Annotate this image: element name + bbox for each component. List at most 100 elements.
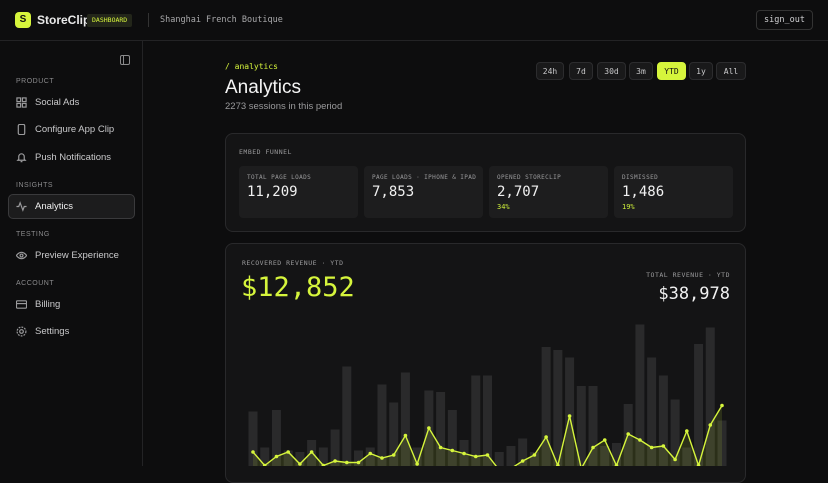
bar	[400, 372, 410, 466]
line-point	[591, 445, 595, 450]
sign-out-button[interactable]: sign_out	[756, 10, 813, 30]
line-point	[626, 432, 630, 436]
recovered-label: RECOVERED REVENUE · YTD	[242, 259, 344, 267]
bar	[260, 447, 270, 466]
line-point	[649, 445, 654, 450]
line-point	[602, 438, 607, 442]
active-nav-bg	[8, 194, 135, 219]
range-button-active[interactable]: YTD	[657, 62, 686, 80]
bar	[295, 452, 305, 466]
line-point	[450, 448, 455, 453]
funnel-tile: TOTAL PAGE LOADS 11,209	[239, 166, 358, 218]
bar	[576, 386, 586, 466]
line-point	[415, 462, 419, 466]
range-button[interactable]: All	[716, 62, 746, 80]
tile-value: 1,486	[622, 184, 665, 200]
collapse-icon[interactable]	[120, 55, 130, 65]
line-point	[345, 460, 349, 465]
nav-item[interactable]: Billing	[16, 299, 60, 310]
nav-label[interactable]: Push Notifications	[35, 152, 112, 163]
bar	[494, 452, 504, 466]
line-point	[485, 453, 490, 457]
bar	[271, 410, 281, 466]
line-point	[356, 460, 361, 465]
range-button[interactable]: 3m	[629, 62, 653, 80]
section-title: PRODUCT	[16, 78, 55, 85]
section-title: TESTING	[16, 231, 50, 238]
line-point	[685, 429, 689, 433]
tile-label: OPENED STORECLIP	[497, 174, 562, 181]
revenue-chart	[248, 324, 727, 466]
nav-label[interactable]: Settings	[35, 326, 70, 337]
bar	[354, 450, 364, 466]
nav-item[interactable]: Preview Experience	[16, 250, 119, 261]
range-button[interactable]: 24h	[536, 62, 564, 80]
bar	[553, 350, 563, 466]
logo[interactable]: S	[15, 12, 31, 28]
bar	[447, 410, 457, 466]
line-point	[696, 463, 701, 466]
nav-item[interactable]: Push Notifications	[16, 152, 111, 163]
nav-label[interactable]: Billing	[35, 299, 61, 310]
line-point	[309, 450, 314, 454]
bar	[565, 357, 575, 466]
range-button[interactable]: 7d	[569, 62, 593, 80]
store-name: Shanghai French Boutique	[160, 15, 283, 25]
line-point	[661, 444, 666, 448]
nav-item[interactable]: Configure App Clip	[16, 124, 114, 135]
nav-label[interactable]: Social Ads	[35, 97, 80, 108]
bar	[248, 411, 258, 466]
bar	[717, 420, 727, 466]
nav-label[interactable]: Analytics	[35, 201, 74, 212]
total-value: $38,978	[658, 284, 730, 304]
line-point	[368, 451, 373, 456]
bar	[611, 443, 621, 466]
bar	[412, 447, 422, 466]
line-point	[333, 459, 337, 463]
line-point	[286, 450, 290, 454]
line-point	[567, 414, 572, 418]
bar	[506, 446, 516, 466]
line-point	[380, 456, 384, 460]
range-button[interactable]: 1y	[689, 62, 713, 80]
range-button[interactable]: 30d	[597, 62, 626, 80]
line-point	[298, 462, 302, 466]
line-point	[321, 463, 326, 466]
bar	[541, 347, 551, 466]
bar	[436, 392, 446, 466]
nav-item[interactable]: Social Ads	[16, 97, 79, 108]
line-point	[251, 450, 255, 454]
line-point	[520, 459, 525, 463]
line-point	[427, 426, 431, 430]
bar	[483, 375, 492, 466]
page-subtitle: 2273 sessions in this period	[225, 101, 343, 112]
tile-rate: 34%	[497, 203, 510, 211]
line-point	[614, 463, 619, 466]
funnel-tile: PAGE LOADS · IPHONE & IPAD 7,853	[364, 166, 483, 218]
brand[interactable]: StoreClip	[37, 13, 91, 27]
line-point	[274, 454, 279, 459]
bar	[377, 384, 387, 466]
line-area	[253, 405, 722, 466]
line-point	[262, 463, 267, 466]
section-title: INSIGHTS	[16, 182, 54, 189]
nav-item[interactable]: Settings	[16, 326, 69, 337]
bar	[635, 324, 645, 466]
nav-label[interactable]: Configure App Clip	[35, 124, 115, 135]
bar	[600, 446, 610, 466]
line-point	[638, 438, 642, 442]
line-point	[720, 403, 724, 408]
recovered-value: $12,852	[241, 272, 355, 303]
line-point	[532, 453, 537, 457]
page-title: Analytics	[225, 77, 302, 98]
bar	[330, 429, 340, 466]
tile-rate: 19%	[622, 203, 635, 211]
section-title: ACCOUNT	[16, 280, 55, 287]
bar	[647, 357, 657, 466]
line-point	[544, 435, 548, 439]
nav-item[interactable]: Analytics	[16, 201, 73, 212]
nav-label[interactable]: Preview Experience	[35, 250, 119, 261]
bar	[529, 452, 539, 466]
total-label: TOTAL REVENUE · YTD	[646, 271, 730, 279]
bar	[389, 402, 399, 466]
